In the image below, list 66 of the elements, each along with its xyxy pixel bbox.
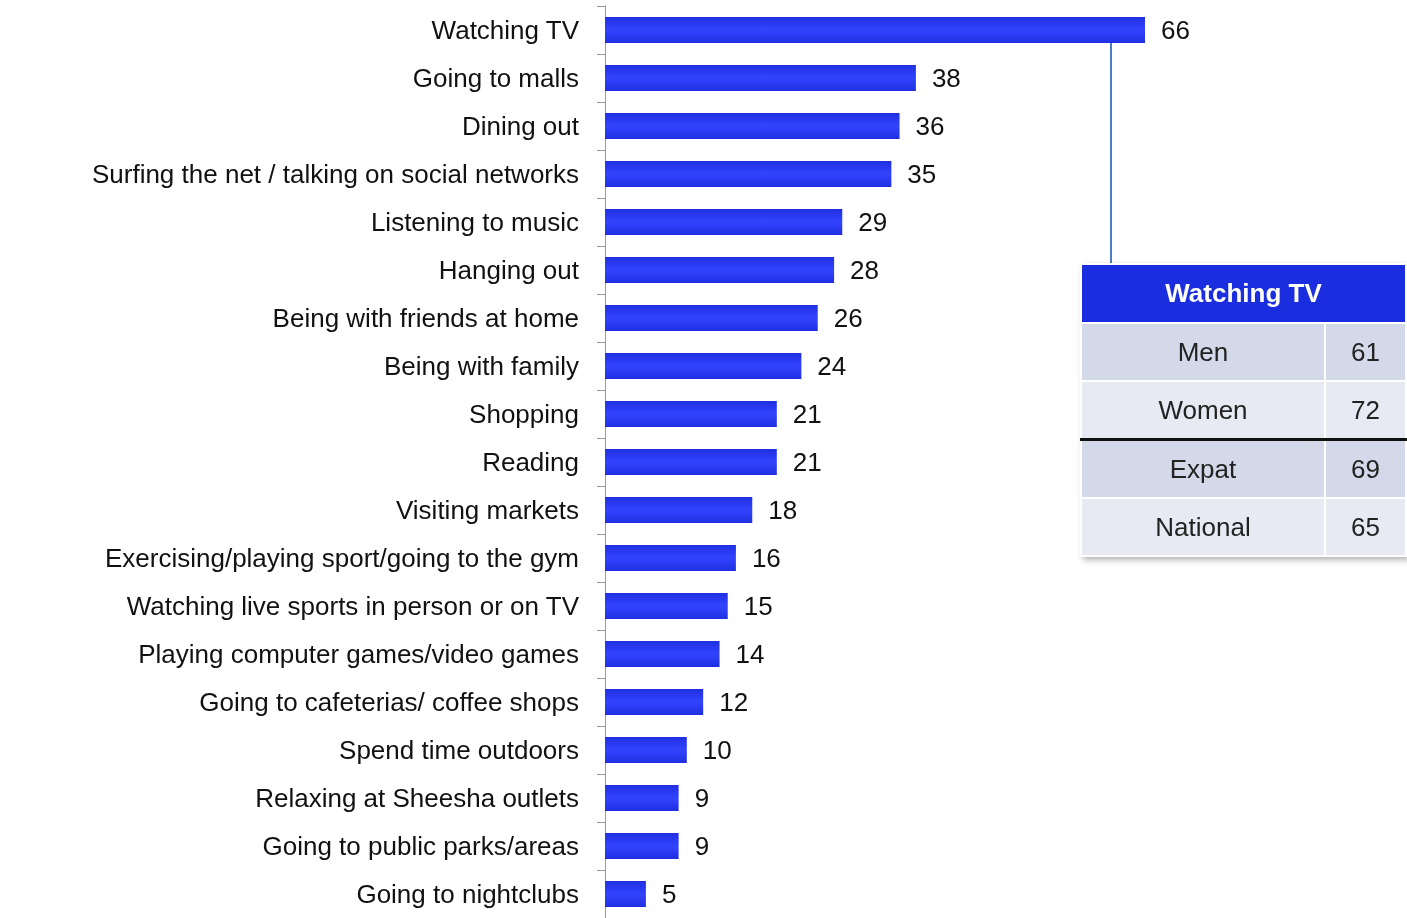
y-tick-label: Spend time outdoors bbox=[339, 735, 579, 765]
y-tick-label: Hanging out bbox=[438, 255, 580, 285]
category-label: Men bbox=[1081, 323, 1325, 381]
data-label: 5 bbox=[661, 879, 677, 909]
data-label: 24 bbox=[817, 351, 847, 381]
data-label: 28 bbox=[850, 255, 880, 285]
bar bbox=[605, 449, 777, 475]
y-tick-label: Shopping bbox=[469, 399, 579, 429]
y-tick-label: Being with family bbox=[383, 351, 579, 381]
category-label: Expat bbox=[1081, 439, 1325, 498]
bar bbox=[605, 545, 736, 571]
bar bbox=[605, 65, 916, 91]
bar bbox=[605, 305, 818, 331]
data-label: 65 bbox=[1325, 498, 1406, 556]
data-label: 61 bbox=[1325, 323, 1406, 381]
data-label: 38 bbox=[931, 63, 961, 93]
bar bbox=[605, 353, 802, 379]
data-label: 9 bbox=[694, 831, 710, 861]
data-label: 12 bbox=[719, 687, 749, 717]
data-label: 15 bbox=[743, 591, 773, 621]
y-tick-label: Dining out bbox=[461, 111, 580, 141]
data-label: 18 bbox=[768, 495, 798, 525]
y-tick-label: Going to cafeterias/ coffee shops bbox=[199, 687, 579, 717]
category-label: Women bbox=[1081, 381, 1325, 440]
bar bbox=[605, 593, 728, 619]
y-tick-label: Being with friends at home bbox=[272, 303, 579, 333]
data-label: 16 bbox=[751, 543, 781, 573]
data-label: 72 bbox=[1325, 381, 1406, 440]
bar bbox=[605, 833, 679, 859]
bar bbox=[605, 17, 1145, 43]
y-tick-label: Surfing the net / talking on social networks bbox=[91, 159, 579, 189]
data-label: 35 bbox=[907, 159, 937, 189]
data-label: 66 bbox=[1161, 15, 1190, 45]
data-label: 9 bbox=[694, 783, 710, 813]
y-tick-label: Reading bbox=[482, 447, 579, 477]
data-label: 21 bbox=[792, 447, 822, 477]
bar bbox=[605, 689, 704, 715]
y-tick-label: Visiting markets bbox=[395, 495, 579, 525]
data-label: 10 bbox=[702, 735, 732, 765]
y-tick-label: Going to nightclubs bbox=[356, 879, 579, 909]
y-tick-label: Watching live sports in person or on TV bbox=[126, 591, 580, 621]
bar bbox=[605, 257, 835, 283]
data-label: 29 bbox=[858, 207, 888, 237]
y-tick-label: Playing computer games/video games bbox=[138, 639, 579, 669]
data-label: 14 bbox=[735, 639, 765, 669]
y-tick-label: Exercising/playing sport/going to the gym bbox=[104, 543, 579, 573]
data-label: 69 bbox=[1325, 439, 1406, 498]
bar bbox=[605, 401, 777, 427]
y-tick-label: Going to malls bbox=[412, 63, 579, 93]
y-tick-label: Watching TV bbox=[431, 15, 580, 45]
bar bbox=[605, 209, 843, 235]
bar bbox=[605, 161, 892, 187]
category-label: National bbox=[1081, 498, 1325, 556]
y-tick-label: Listening to music bbox=[370, 207, 579, 237]
bar bbox=[605, 785, 679, 811]
bar bbox=[605, 113, 900, 139]
data-label: 21 bbox=[792, 399, 822, 429]
bar bbox=[605, 881, 646, 907]
bar bbox=[605, 737, 687, 763]
bar bbox=[605, 497, 753, 523]
data-label: 36 bbox=[915, 111, 945, 141]
y-tick-label: Relaxing at Sheesha outlets bbox=[255, 783, 579, 813]
y-tick-label: Going to public parks/areas bbox=[262, 831, 579, 861]
bar bbox=[605, 641, 720, 667]
data-label: 26 bbox=[833, 303, 863, 333]
text: Watching TV bbox=[1081, 264, 1406, 323]
